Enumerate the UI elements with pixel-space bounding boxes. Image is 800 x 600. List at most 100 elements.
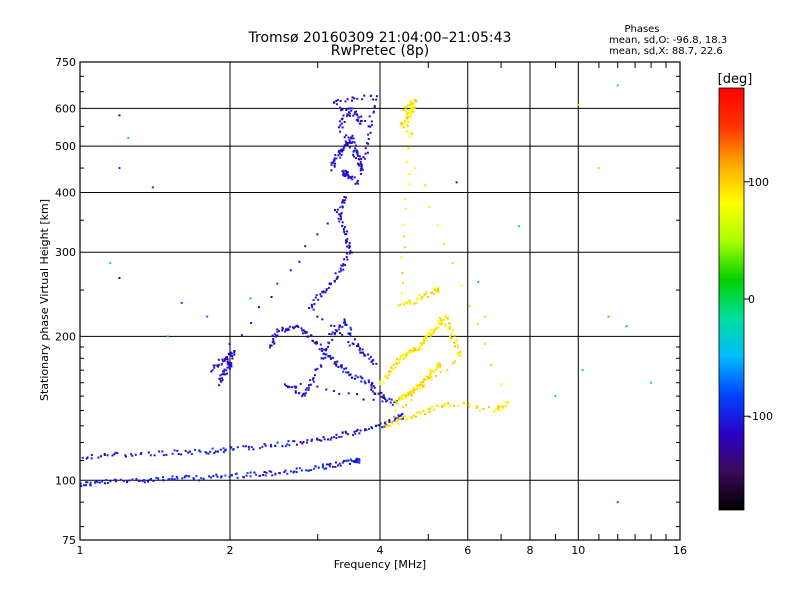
- data-point: [407, 104, 410, 107]
- data-point: [397, 398, 400, 401]
- data-point: [342, 171, 345, 174]
- data-point: [487, 406, 490, 409]
- data-point: [312, 299, 315, 302]
- data-point: [334, 465, 337, 468]
- data-point: [404, 415, 407, 418]
- data-point: [429, 332, 432, 335]
- data-point: [439, 363, 442, 366]
- data-point: [365, 428, 368, 431]
- data-point: [335, 99, 338, 102]
- colorbar-tick-label: 100: [748, 176, 769, 189]
- data-point: [285, 384, 288, 387]
- stats-line-o: mean, sd,O: -96.8, 18.3: [609, 35, 727, 46]
- data-point: [304, 388, 307, 391]
- data-point: [320, 357, 323, 360]
- data-point: [212, 364, 215, 367]
- data-point: [355, 151, 358, 154]
- data-point: [327, 438, 330, 441]
- data-point: [339, 109, 342, 112]
- data-point: [286, 443, 289, 446]
- data-point: [392, 368, 395, 371]
- data-point: [270, 295, 273, 298]
- data-point: [368, 115, 371, 118]
- data-point: [507, 401, 510, 404]
- data-point: [360, 380, 363, 383]
- data-point: [362, 156, 365, 159]
- data-point: [342, 263, 345, 266]
- data-point: [329, 438, 332, 441]
- data-point: [388, 373, 391, 376]
- data-point: [109, 261, 112, 264]
- data-point: [225, 372, 228, 375]
- data-point: [414, 101, 417, 104]
- data-point: [425, 375, 428, 378]
- data-point: [363, 354, 366, 357]
- data-point: [397, 418, 400, 421]
- data-point: [342, 199, 345, 202]
- data-point: [403, 246, 406, 249]
- data-point: [276, 330, 279, 333]
- data-point: [348, 246, 351, 249]
- data-point: [404, 301, 407, 304]
- data-point: [337, 365, 340, 368]
- data-point: [250, 446, 253, 449]
- data-point: [333, 279, 336, 282]
- data-point: [456, 344, 459, 347]
- data-point: [434, 289, 437, 292]
- data-point: [319, 343, 322, 346]
- data-point: [346, 433, 349, 436]
- data-point: [334, 329, 337, 332]
- data-point: [504, 400, 507, 403]
- data-point: [367, 379, 370, 382]
- data-point: [171, 452, 174, 455]
- data-point: [165, 453, 168, 456]
- data-point: [314, 296, 317, 299]
- data-point: [497, 407, 500, 410]
- data-point: [363, 353, 366, 356]
- data-point: [337, 328, 340, 331]
- data-point: [295, 324, 298, 327]
- data-point: [188, 475, 191, 478]
- data-point: [357, 154, 360, 157]
- data-point: [246, 471, 249, 474]
- data-point: [224, 474, 227, 477]
- data-point: [358, 461, 361, 464]
- data-point: [412, 414, 415, 417]
- data-point: [157, 477, 160, 480]
- data-point: [400, 355, 403, 358]
- data-point: [421, 385, 424, 388]
- data-point: [335, 157, 338, 160]
- data-point: [284, 469, 287, 472]
- data-point: [349, 333, 352, 336]
- data-point: [430, 370, 433, 373]
- data-point: [89, 483, 92, 486]
- data-point: [103, 453, 106, 456]
- data-point: [322, 357, 325, 360]
- data-point: [478, 409, 481, 412]
- data-point: [218, 377, 221, 380]
- data-point: [365, 142, 368, 145]
- data-point: [310, 439, 313, 442]
- data-point: [333, 159, 336, 162]
- data-point: [339, 124, 342, 127]
- data-point: [384, 398, 387, 401]
- data-point: [430, 333, 433, 336]
- data-point: [284, 445, 287, 448]
- data-point: [404, 404, 407, 407]
- data-point: [230, 474, 233, 477]
- data-point: [325, 289, 328, 292]
- data-point: [342, 321, 345, 324]
- data-point: [361, 351, 364, 354]
- data-point: [324, 291, 327, 294]
- data-point: [372, 385, 375, 388]
- data-point: [309, 383, 312, 386]
- data-point: [127, 137, 130, 140]
- data-point: [211, 369, 214, 372]
- data-point: [370, 94, 373, 97]
- data-point: [449, 338, 452, 341]
- data-point: [459, 350, 462, 353]
- data-point: [345, 241, 348, 244]
- data-point: [410, 112, 413, 115]
- data-point: [338, 120, 341, 123]
- data-point: [501, 408, 504, 411]
